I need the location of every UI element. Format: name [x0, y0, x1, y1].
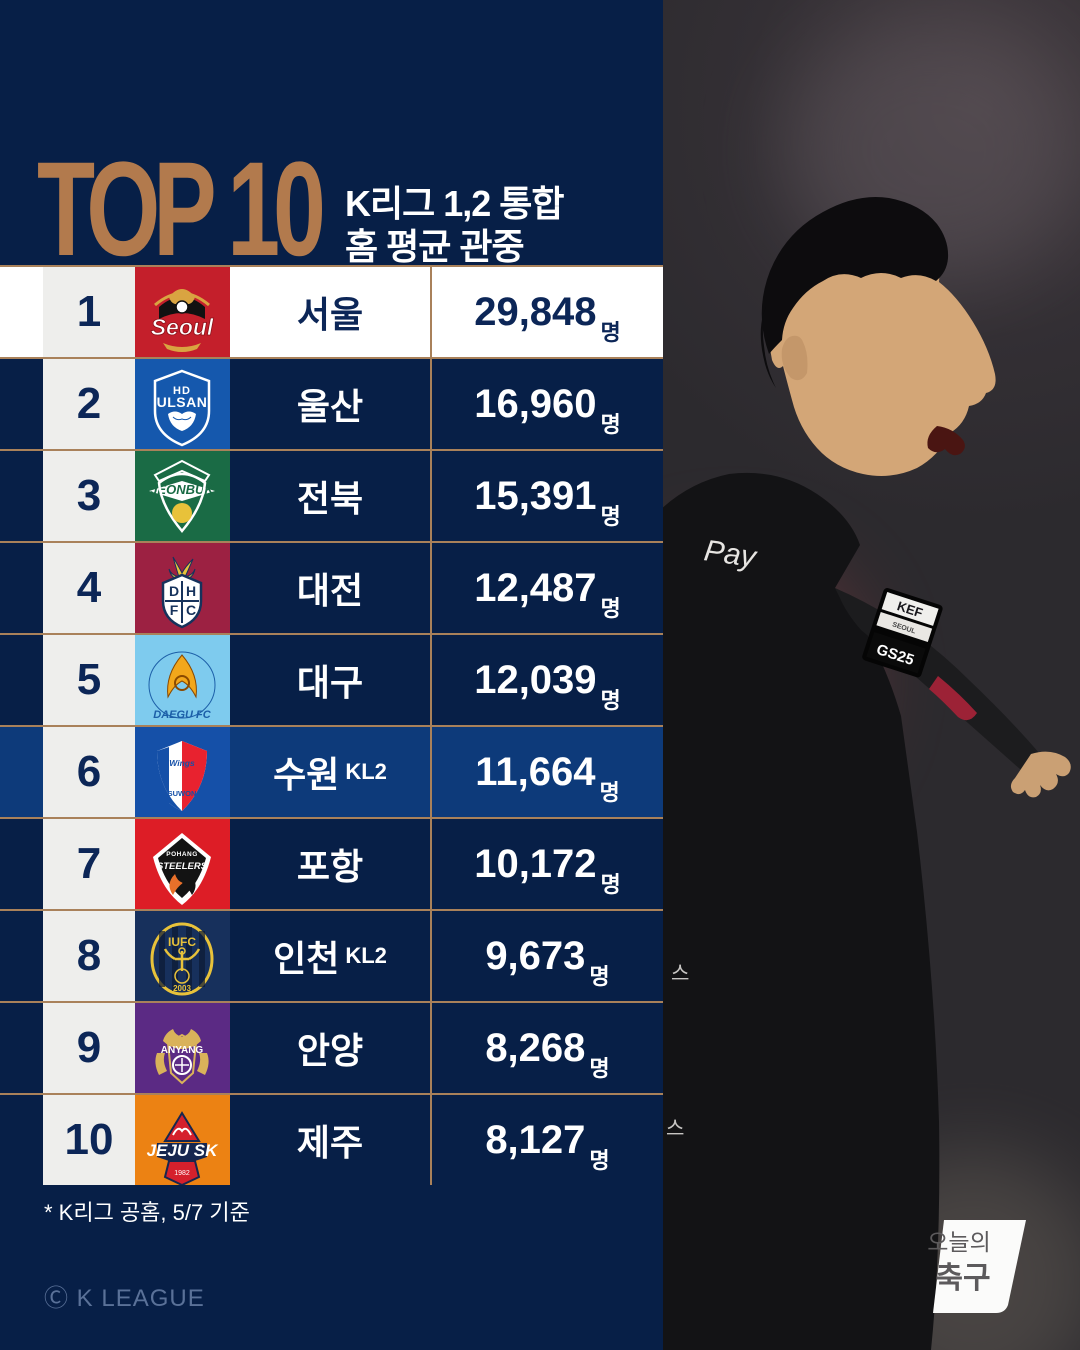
svg-text:D: D	[169, 583, 179, 599]
svg-text:SUWON: SUWON	[168, 789, 197, 798]
svg-text:F: F	[170, 602, 179, 618]
svg-text:IUFC: IUFC	[168, 935, 196, 949]
svg-text:C: C	[186, 602, 196, 618]
svg-text:Wings: Wings	[169, 758, 195, 768]
svg-text:H: H	[186, 583, 196, 599]
svg-text:Seoul: Seoul	[151, 314, 214, 340]
svg-text:STEELERS: STEELERS	[157, 861, 208, 872]
svg-text:2003: 2003	[173, 984, 191, 993]
svg-text:JEJU SK: JEJU SK	[147, 1141, 220, 1160]
svg-text:ANYANG: ANYANG	[161, 1045, 204, 1056]
svg-text:1982: 1982	[174, 1170, 190, 1177]
svg-text:오늘의: 오늘의	[927, 1229, 990, 1255]
svg-text:POHANG: POHANG	[166, 851, 198, 858]
svg-text:ULSAN: ULSAN	[157, 394, 208, 410]
svg-text:축구: 축구	[935, 1262, 990, 1295]
svg-text:DAEGU FC: DAEGU FC	[153, 709, 212, 721]
